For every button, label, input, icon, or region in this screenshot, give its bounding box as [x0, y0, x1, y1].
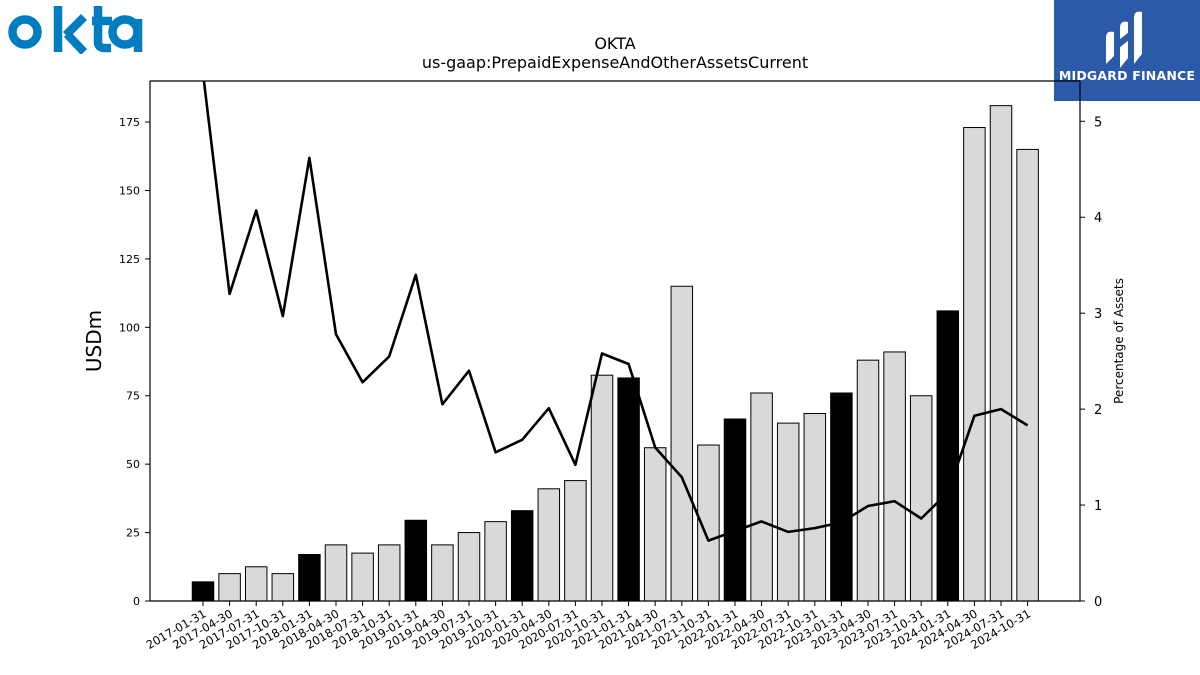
bar-2022-07-31 [776, 422, 800, 602]
y2-tick-label: 0 [1094, 595, 1102, 610]
pct-assets-line [202, 81, 1029, 542]
chart-subtitle: us-gaap:PrepaidExpenseAndOtherAssetsCurr… [422, 53, 808, 72]
bar-2023-10-31 [909, 395, 933, 602]
y2-tick-label: 2 [1094, 403, 1102, 418]
y-tick-label: 125 [119, 253, 140, 266]
midgard-emblem-icon [1106, 11, 1142, 69]
y-tick-label: 25 [126, 527, 140, 540]
y-tick-label: 150 [119, 184, 140, 197]
bar-2020-10-31 [590, 374, 614, 602]
bar-2022-04-30 [750, 392, 773, 602]
y2-tick-label: 3 [1094, 307, 1102, 322]
y2-tick-label: 4 [1094, 211, 1102, 226]
bar-2019-07-31 [457, 532, 481, 602]
y-tick-label: 175 [119, 116, 140, 129]
bar-2018-10-31 [377, 544, 401, 602]
bar-2023-07-31 [883, 351, 906, 602]
bar-2018-01-31 [298, 553, 321, 602]
okta-logo [8, 6, 143, 54]
bar-2020-01-31 [510, 510, 534, 602]
bar-2017-07-31 [244, 566, 268, 602]
bar-2023-01-31 [830, 392, 853, 602]
bar-2021-07-31 [670, 285, 694, 602]
y2-tick-label: 1 [1094, 499, 1102, 514]
bar-2024-07-31 [989, 105, 1013, 602]
bar-2017-04-30 [218, 573, 241, 602]
publisher-name: MIDGARD FINANCE [1058, 68, 1196, 83]
y-tick-label: 75 [126, 390, 140, 403]
y-tick-label: 100 [119, 321, 140, 334]
bar-2022-01-31 [723, 418, 747, 602]
bar-2021-01-31 [617, 377, 640, 602]
y2-tick-label: 5 [1094, 115, 1102, 130]
y-tick-label: 50 [126, 458, 140, 471]
bar-2022-10-31 [803, 413, 827, 602]
bar-2020-04-30 [537, 488, 561, 602]
bar-2021-04-30 [643, 447, 667, 602]
y2-axis-label: Percentage of Assets [1112, 278, 1126, 404]
bar-2019-01-31 [404, 519, 428, 602]
bar-2018-07-31 [351, 552, 374, 602]
y-tick-label: 0 [133, 595, 140, 608]
bar-2019-10-31 [484, 521, 507, 602]
bar-2018-04-30 [324, 544, 348, 602]
midgard-finance-logo: MIDGARD FINANCE [1054, 0, 1200, 101]
bar-2024-04-30 [963, 127, 986, 602]
bar-2024-01-31 [936, 310, 960, 602]
bar-2019-04-30 [431, 544, 454, 602]
bar-2023-04-30 [856, 359, 880, 602]
y-axis-label: USDm [82, 310, 106, 372]
bar-2020-07-31 [564, 480, 587, 602]
bar-2017-10-31 [271, 573, 295, 602]
chart-title: OKTA [594, 34, 635, 53]
bar-2017-01-31 [191, 581, 215, 602]
bar-2024-10-31 [1016, 148, 1039, 602]
